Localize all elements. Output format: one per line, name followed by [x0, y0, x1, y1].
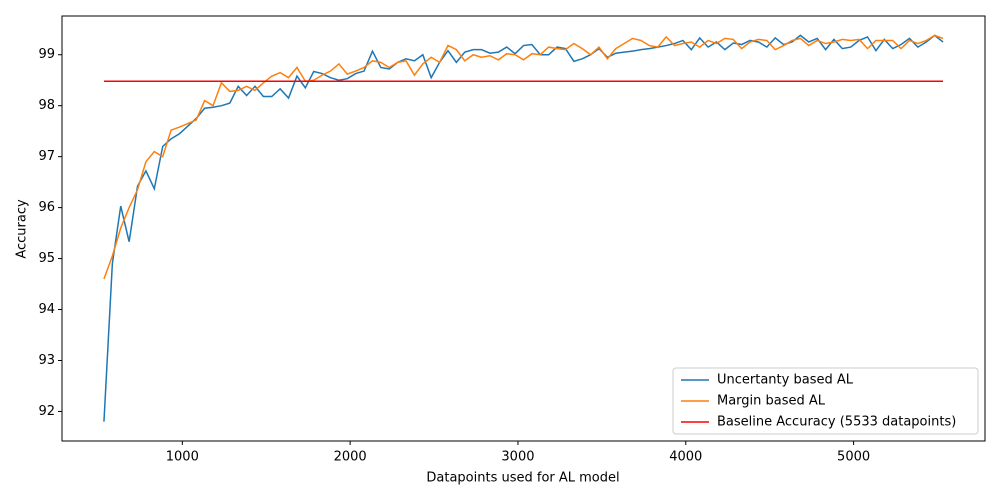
legend-label: Uncertanty based AL — [717, 373, 854, 388]
y-tick-label: 96 — [38, 200, 55, 215]
y-tick-label: 93 — [38, 353, 55, 368]
y-tick-label: 94 — [38, 302, 55, 317]
y-tick-label: 92 — [38, 404, 55, 419]
legend-box — [672, 367, 979, 435]
x-tick-label: 3000 — [501, 450, 534, 465]
plot-frame — [61, 15, 986, 442]
y-tick-label: 95 — [38, 251, 55, 266]
x-tick-label: 4000 — [669, 450, 702, 465]
x-tick-label: 5000 — [837, 450, 870, 465]
series-line — [103, 34, 944, 280]
legend-label: Margin based AL — [717, 394, 826, 409]
x-tick-label: 2000 — [334, 450, 367, 465]
legend: Uncertanty based AL Margin based AL Baseli… — [672, 367, 979, 435]
y-tick-label: 98 — [38, 98, 55, 113]
y-tick-label: 97 — [38, 149, 55, 164]
y-axis-label: Accuracy — [15, 199, 30, 259]
series-line — [103, 34, 944, 422]
legend-label: Baseline Accuracy (5533 datapoints) — [717, 415, 956, 430]
y-tick-label: 99 — [38, 47, 55, 62]
x-axis-label: Datapoints used for AL model — [426, 471, 619, 486]
x-tick-label: 1000 — [166, 450, 199, 465]
